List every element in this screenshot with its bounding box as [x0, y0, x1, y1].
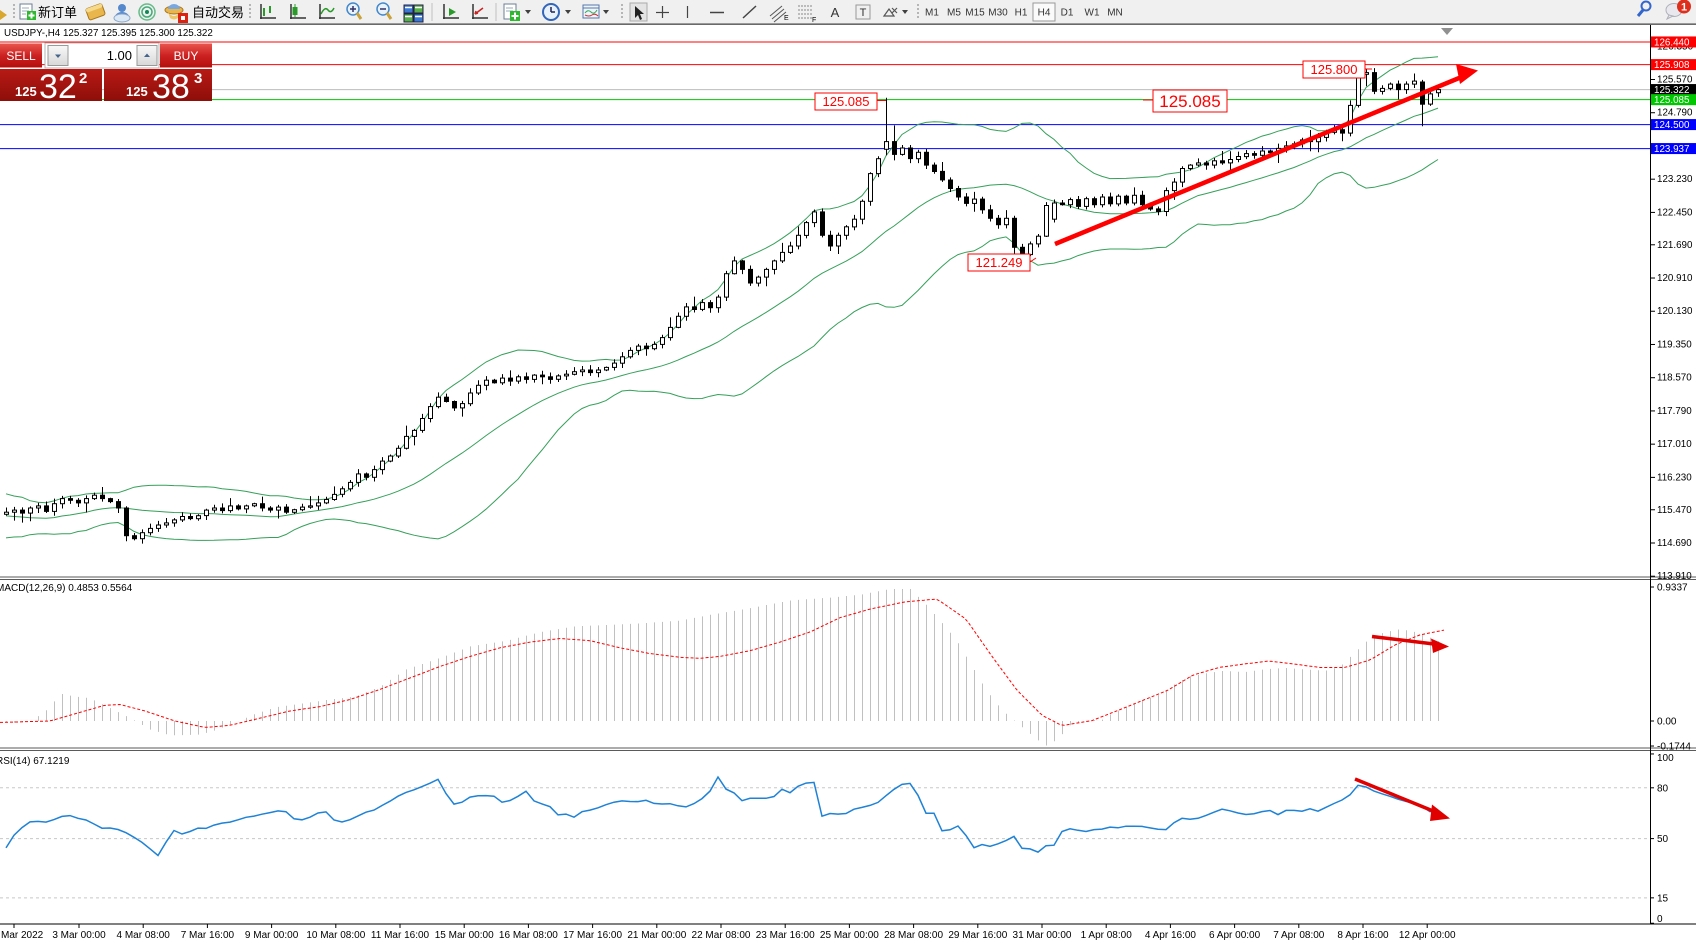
svg-text:2: 2 — [79, 70, 87, 87]
svg-text:F: F — [812, 17, 816, 24]
svg-text:125.085: 125.085 — [1159, 92, 1220, 111]
svg-text:4 Mar 08:00: 4 Mar 08:00 — [117, 930, 171, 941]
svg-text:121.690: 121.690 — [1657, 240, 1693, 251]
svg-text:123.230: 123.230 — [1657, 174, 1693, 185]
svg-text:28 Mar 08:00: 28 Mar 08:00 — [884, 930, 943, 941]
svg-text:122.450: 122.450 — [1657, 207, 1693, 218]
svg-text:SELL: SELL — [6, 49, 36, 63]
svg-text:25 Mar 00:00: 25 Mar 00:00 — [820, 930, 879, 941]
svg-text:M30: M30 — [988, 8, 1008, 19]
svg-text:D1: D1 — [1061, 8, 1074, 19]
svg-text:12 Apr 00:00: 12 Apr 00:00 — [1399, 930, 1456, 941]
svg-text:USDJPY-,H4 125.327 125.395 12: USDJPY-,H4 125.327 125.395 125.300 125.3… — [4, 28, 213, 39]
svg-text:120.910: 120.910 — [1657, 273, 1693, 284]
svg-text:17 Mar 16:00: 17 Mar 16:00 — [563, 930, 622, 941]
svg-text:119.350: 119.350 — [1657, 339, 1692, 350]
svg-text:3: 3 — [194, 70, 202, 87]
svg-text:125.085: 125.085 — [823, 94, 870, 109]
svg-text:125: 125 — [126, 84, 148, 99]
svg-text:125.800: 125.800 — [1311, 62, 1358, 77]
svg-text:M1: M1 — [925, 8, 939, 19]
svg-text:H1: H1 — [1015, 8, 1028, 19]
svg-text:1 Apr 08:00: 1 Apr 08:00 — [1081, 930, 1133, 941]
svg-text:7 Mar 16:00: 7 Mar 16:00 — [181, 930, 235, 941]
svg-text:124.790: 124.790 — [1657, 108, 1693, 119]
svg-text:7 Apr 08:00: 7 Apr 08:00 — [1273, 930, 1325, 941]
svg-text:50: 50 — [1657, 834, 1669, 845]
svg-text:E: E — [784, 15, 789, 22]
svg-text:自动交易: 自动交易 — [192, 5, 244, 20]
svg-text:6 Apr 00:00: 6 Apr 00:00 — [1209, 930, 1261, 941]
svg-text:1: 1 — [1681, 2, 1687, 14]
svg-text:125.085: 125.085 — [1654, 95, 1690, 106]
svg-text:0: 0 — [1657, 914, 1663, 925]
svg-text:9 Mar 00:00: 9 Mar 00:00 — [245, 930, 299, 941]
svg-text:121.249: 121.249 — [976, 255, 1023, 270]
svg-text:MN: MN — [1107, 8, 1123, 19]
svg-text:124.500: 124.500 — [1654, 120, 1690, 131]
svg-text:4 Apr 16:00: 4 Apr 16:00 — [1145, 930, 1197, 941]
svg-text:113.910: 113.910 — [1657, 571, 1692, 582]
svg-text:38: 38 — [152, 68, 190, 106]
svg-text:125.570: 125.570 — [1657, 75, 1693, 86]
svg-text:126.440: 126.440 — [1654, 37, 1690, 48]
svg-text:T: T — [860, 7, 867, 19]
svg-text:15 Mar 00:00: 15 Mar 00:00 — [435, 930, 494, 941]
svg-text:15: 15 — [1657, 893, 1669, 904]
svg-text:29 Mar 16:00: 29 Mar 16:00 — [948, 930, 1007, 941]
svg-text:Mar 2022: Mar 2022 — [1, 930, 44, 941]
svg-text:W1: W1 — [1085, 8, 1100, 19]
svg-text:0.9337: 0.9337 — [1657, 583, 1688, 594]
svg-text:31 Mar 00:00: 31 Mar 00:00 — [1013, 930, 1072, 941]
svg-text:新订单: 新订单 — [38, 5, 77, 20]
svg-text:-0.1744: -0.1744 — [1657, 742, 1691, 753]
svg-text:115.470: 115.470 — [1657, 505, 1692, 516]
svg-text:H4: H4 — [1038, 8, 1051, 19]
svg-text:A: A — [831, 5, 840, 20]
svg-text:118.570: 118.570 — [1657, 373, 1692, 384]
svg-text:80: 80 — [1657, 783, 1669, 794]
svg-text:BUY: BUY — [174, 49, 199, 63]
svg-text:114.690: 114.690 — [1657, 538, 1692, 549]
svg-text:8 Apr 16:00: 8 Apr 16:00 — [1337, 930, 1389, 941]
svg-text:21 Mar 00:00: 21 Mar 00:00 — [627, 930, 686, 941]
svg-text:125.322: 125.322 — [1654, 85, 1689, 96]
svg-text:0.00: 0.00 — [1657, 717, 1677, 728]
svg-text:3 Mar 00:00: 3 Mar 00:00 — [52, 930, 106, 941]
svg-text:10 Mar 08:00: 10 Mar 08:00 — [306, 930, 365, 941]
svg-text:100: 100 — [1657, 753, 1674, 764]
svg-text:32: 32 — [39, 68, 77, 106]
svg-text:1.00: 1.00 — [107, 48, 132, 63]
svg-text:RSI(14) 67.1219: RSI(14) 67.1219 — [0, 756, 70, 767]
svg-text:23 Mar 16:00: 23 Mar 16:00 — [756, 930, 815, 941]
svg-text:120.130: 120.130 — [1657, 306, 1693, 317]
svg-text:125: 125 — [15, 84, 37, 99]
svg-text:123.937: 123.937 — [1654, 144, 1689, 155]
svg-text:117.790: 117.790 — [1657, 406, 1692, 417]
svg-text:MACD(12,26,9) 0.4853 0.5564: MACD(12,26,9) 0.4853 0.5564 — [0, 583, 133, 594]
svg-text:117.010: 117.010 — [1657, 439, 1692, 450]
svg-text:11 Mar 16:00: 11 Mar 16:00 — [371, 930, 430, 941]
svg-text:M5: M5 — [947, 8, 961, 19]
svg-text:16 Mar 08:00: 16 Mar 08:00 — [499, 930, 558, 941]
svg-text:M15: M15 — [965, 8, 985, 19]
svg-text:116.230: 116.230 — [1657, 472, 1692, 483]
svg-text:125.908: 125.908 — [1654, 60, 1690, 71]
svg-text:22 Mar 08:00: 22 Mar 08:00 — [692, 930, 751, 941]
